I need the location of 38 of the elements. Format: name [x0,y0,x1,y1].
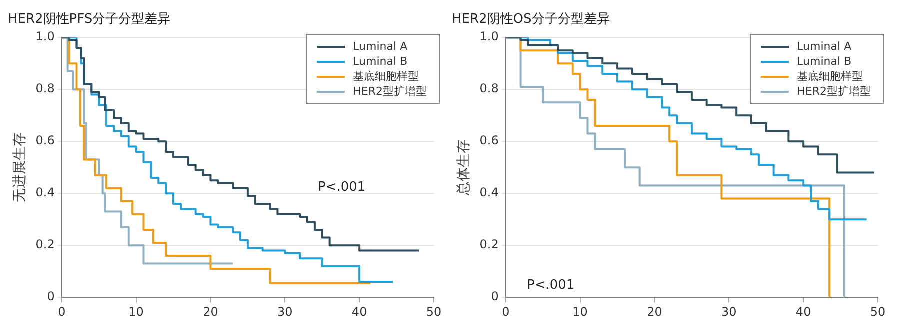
y-tick-label: 0.8 [36,82,55,96]
legend-label: Luminal B [353,55,408,68]
y-tick-label: 0 [47,290,55,304]
y-tick-label: 0.2 [36,238,55,252]
legend-label: HER2型扩增型 [797,84,871,99]
annotation: P<.001 [318,180,366,195]
chart-title: HER2阴性OS分子分型差异 [452,12,610,28]
legend-label: 基底细胞样型 [797,69,864,84]
legend-label: HER2型扩增型 [353,84,427,99]
x-tick-label: 50 [870,304,886,319]
x-tick-label: 0 [502,304,510,319]
x-tick-label: 30 [278,304,293,319]
y-axis-title: 总体生存 [456,140,472,197]
x-tick-label: 40 [796,304,812,319]
y-tick-label: 0.6 [480,134,499,148]
legend-label: Luminal B [797,55,852,68]
y-tick-label: 0.6 [36,134,55,148]
legend-label: 基底细胞样型 [353,69,420,84]
legend-label: Luminal A [797,40,852,53]
y-axis-title: 无进展生存 [12,132,28,203]
x-tick-label: 10 [128,304,144,319]
x-tick-label: 30 [722,304,737,319]
y-tick-label: 0.2 [480,238,499,252]
legend-label: Luminal A [353,40,408,53]
x-tick-label: 10 [572,304,588,319]
y-tick-label: 0.4 [480,186,499,200]
y-tick-label: 0 [491,290,499,304]
chart-title: HER2阴性PFS分子分型差异 [8,12,171,28]
annotation: P<.001 [527,278,575,293]
y-tick-label: 1.0 [480,30,499,44]
x-tick-label: 0 [58,304,66,319]
x-tick-label: 20 [203,304,218,319]
x-tick-label: 40 [352,304,368,319]
y-tick-label: 0.4 [36,186,55,200]
x-tick-label: 50 [426,304,442,319]
y-tick-label: 1.0 [36,30,55,44]
x-tick-label: 20 [647,304,662,319]
y-tick-label: 0.8 [480,82,499,96]
